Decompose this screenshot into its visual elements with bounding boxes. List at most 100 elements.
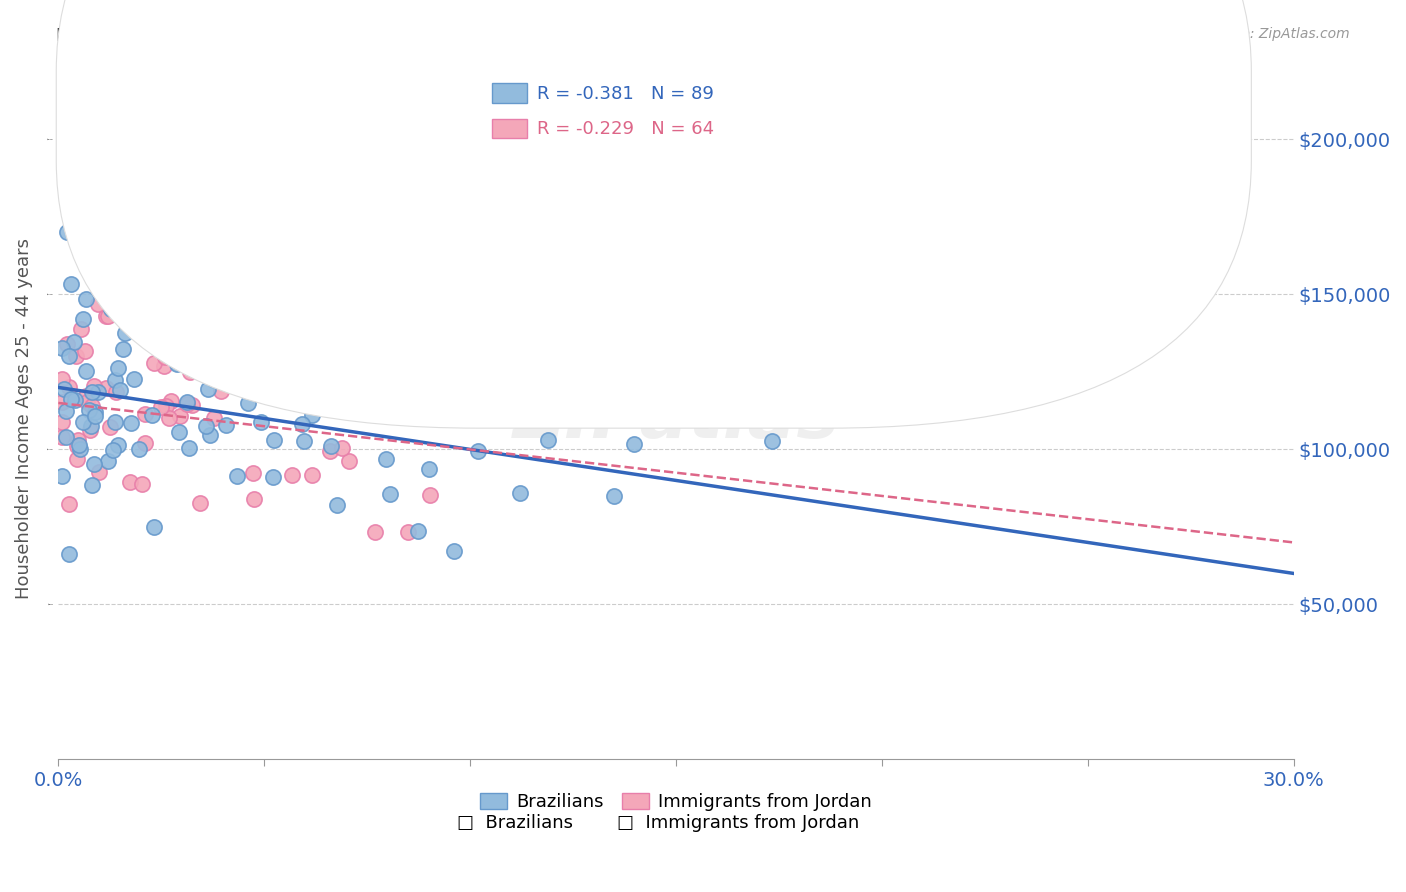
Point	[75, 364, 97, 378]
Point	[58, 547, 80, 561]
Point	[60, 277, 83, 291]
Point	[79, 423, 101, 437]
Point	[80, 418, 103, 433]
Point	[170, 305, 193, 319]
Point	[98, 420, 121, 434]
Point	[75, 292, 97, 306]
Point	[51, 395, 73, 409]
Point	[62, 335, 84, 350]
Point	[418, 462, 440, 476]
Point	[202, 373, 225, 387]
Point	[159, 394, 181, 409]
Point	[51, 415, 73, 429]
Point	[94, 309, 117, 323]
Y-axis label: Householder Income Ages 25 - 44 years: Householder Income Ages 25 - 44 years	[15, 238, 32, 599]
Text: □  Immigrants from Jordan: □ Immigrants from Jordan	[617, 814, 859, 832]
Point	[188, 496, 211, 510]
Point	[104, 384, 127, 399]
Point	[58, 497, 80, 511]
Point	[226, 469, 249, 483]
Point	[177, 441, 200, 455]
Point	[283, 345, 305, 359]
Point	[97, 454, 120, 468]
Point	[291, 417, 314, 431]
Point	[80, 478, 103, 492]
Point	[107, 361, 129, 376]
Point	[86, 385, 108, 400]
Point	[134, 407, 156, 421]
Point	[66, 439, 89, 453]
Point	[319, 439, 342, 453]
Point	[73, 343, 96, 358]
Point	[197, 382, 219, 396]
Point	[87, 465, 110, 479]
Point	[271, 362, 294, 376]
Point	[419, 488, 441, 502]
Point	[86, 297, 108, 311]
Text: □  Brazilians: □ Brazilians	[457, 814, 574, 832]
Point	[58, 173, 80, 187]
Point	[250, 415, 273, 429]
Text: R = -0.381   N = 89: R = -0.381 N = 89	[537, 85, 714, 103]
Point	[51, 430, 73, 444]
Point	[342, 368, 364, 383]
Text: ZIPatlas: ZIPatlas	[512, 384, 839, 453]
Point	[169, 409, 191, 424]
Point	[509, 485, 531, 500]
Point	[624, 402, 647, 417]
Point	[131, 476, 153, 491]
Point	[51, 372, 73, 386]
Point	[53, 383, 76, 397]
Point	[75, 389, 97, 403]
Point	[179, 365, 201, 379]
Point	[58, 380, 80, 394]
Point	[129, 325, 152, 339]
Point	[51, 341, 73, 355]
Point	[82, 399, 104, 413]
Point	[170, 352, 193, 367]
Point	[180, 398, 202, 412]
Point	[292, 434, 315, 448]
Point	[253, 232, 276, 246]
Point	[67, 438, 90, 452]
Point	[443, 543, 465, 558]
Point	[243, 492, 266, 507]
Point	[263, 433, 285, 447]
Point	[195, 418, 218, 433]
Text: Source: ZipAtlas.com: Source: ZipAtlas.com	[1202, 27, 1350, 41]
Point	[325, 498, 347, 512]
Point	[122, 372, 145, 386]
Point	[65, 393, 87, 408]
Legend: Brazilians, Immigrants from Jordan: Brazilians, Immigrants from Jordan	[472, 786, 879, 819]
Point	[65, 349, 87, 363]
Point	[100, 302, 122, 317]
Point	[169, 425, 191, 440]
Point	[160, 310, 183, 325]
Point	[142, 520, 165, 534]
Point	[277, 334, 299, 349]
Point	[388, 382, 411, 396]
Point	[136, 272, 159, 286]
Text: BRAZILIAN VS IMMIGRANTS FROM JORDAN HOUSEHOLDER INCOME AGES 25 - 44 YEARS CORREL: BRAZILIAN VS IMMIGRANTS FROM JORDAN HOUS…	[56, 27, 1049, 45]
Point	[156, 334, 179, 348]
Point	[55, 430, 77, 444]
Point	[148, 310, 170, 325]
Point	[378, 487, 401, 501]
Point	[249, 377, 271, 392]
Point	[406, 524, 429, 538]
Point	[623, 437, 645, 451]
Point	[120, 475, 142, 489]
Point	[262, 469, 284, 483]
Point	[264, 352, 287, 367]
Point	[245, 347, 267, 361]
Point	[55, 226, 77, 240]
Point	[374, 451, 396, 466]
Point	[198, 428, 221, 442]
Point	[318, 444, 340, 458]
Point	[51, 469, 73, 483]
Point	[153, 359, 176, 374]
Point	[364, 524, 387, 539]
Point	[108, 305, 131, 319]
Point	[141, 408, 163, 422]
Point	[301, 467, 323, 482]
